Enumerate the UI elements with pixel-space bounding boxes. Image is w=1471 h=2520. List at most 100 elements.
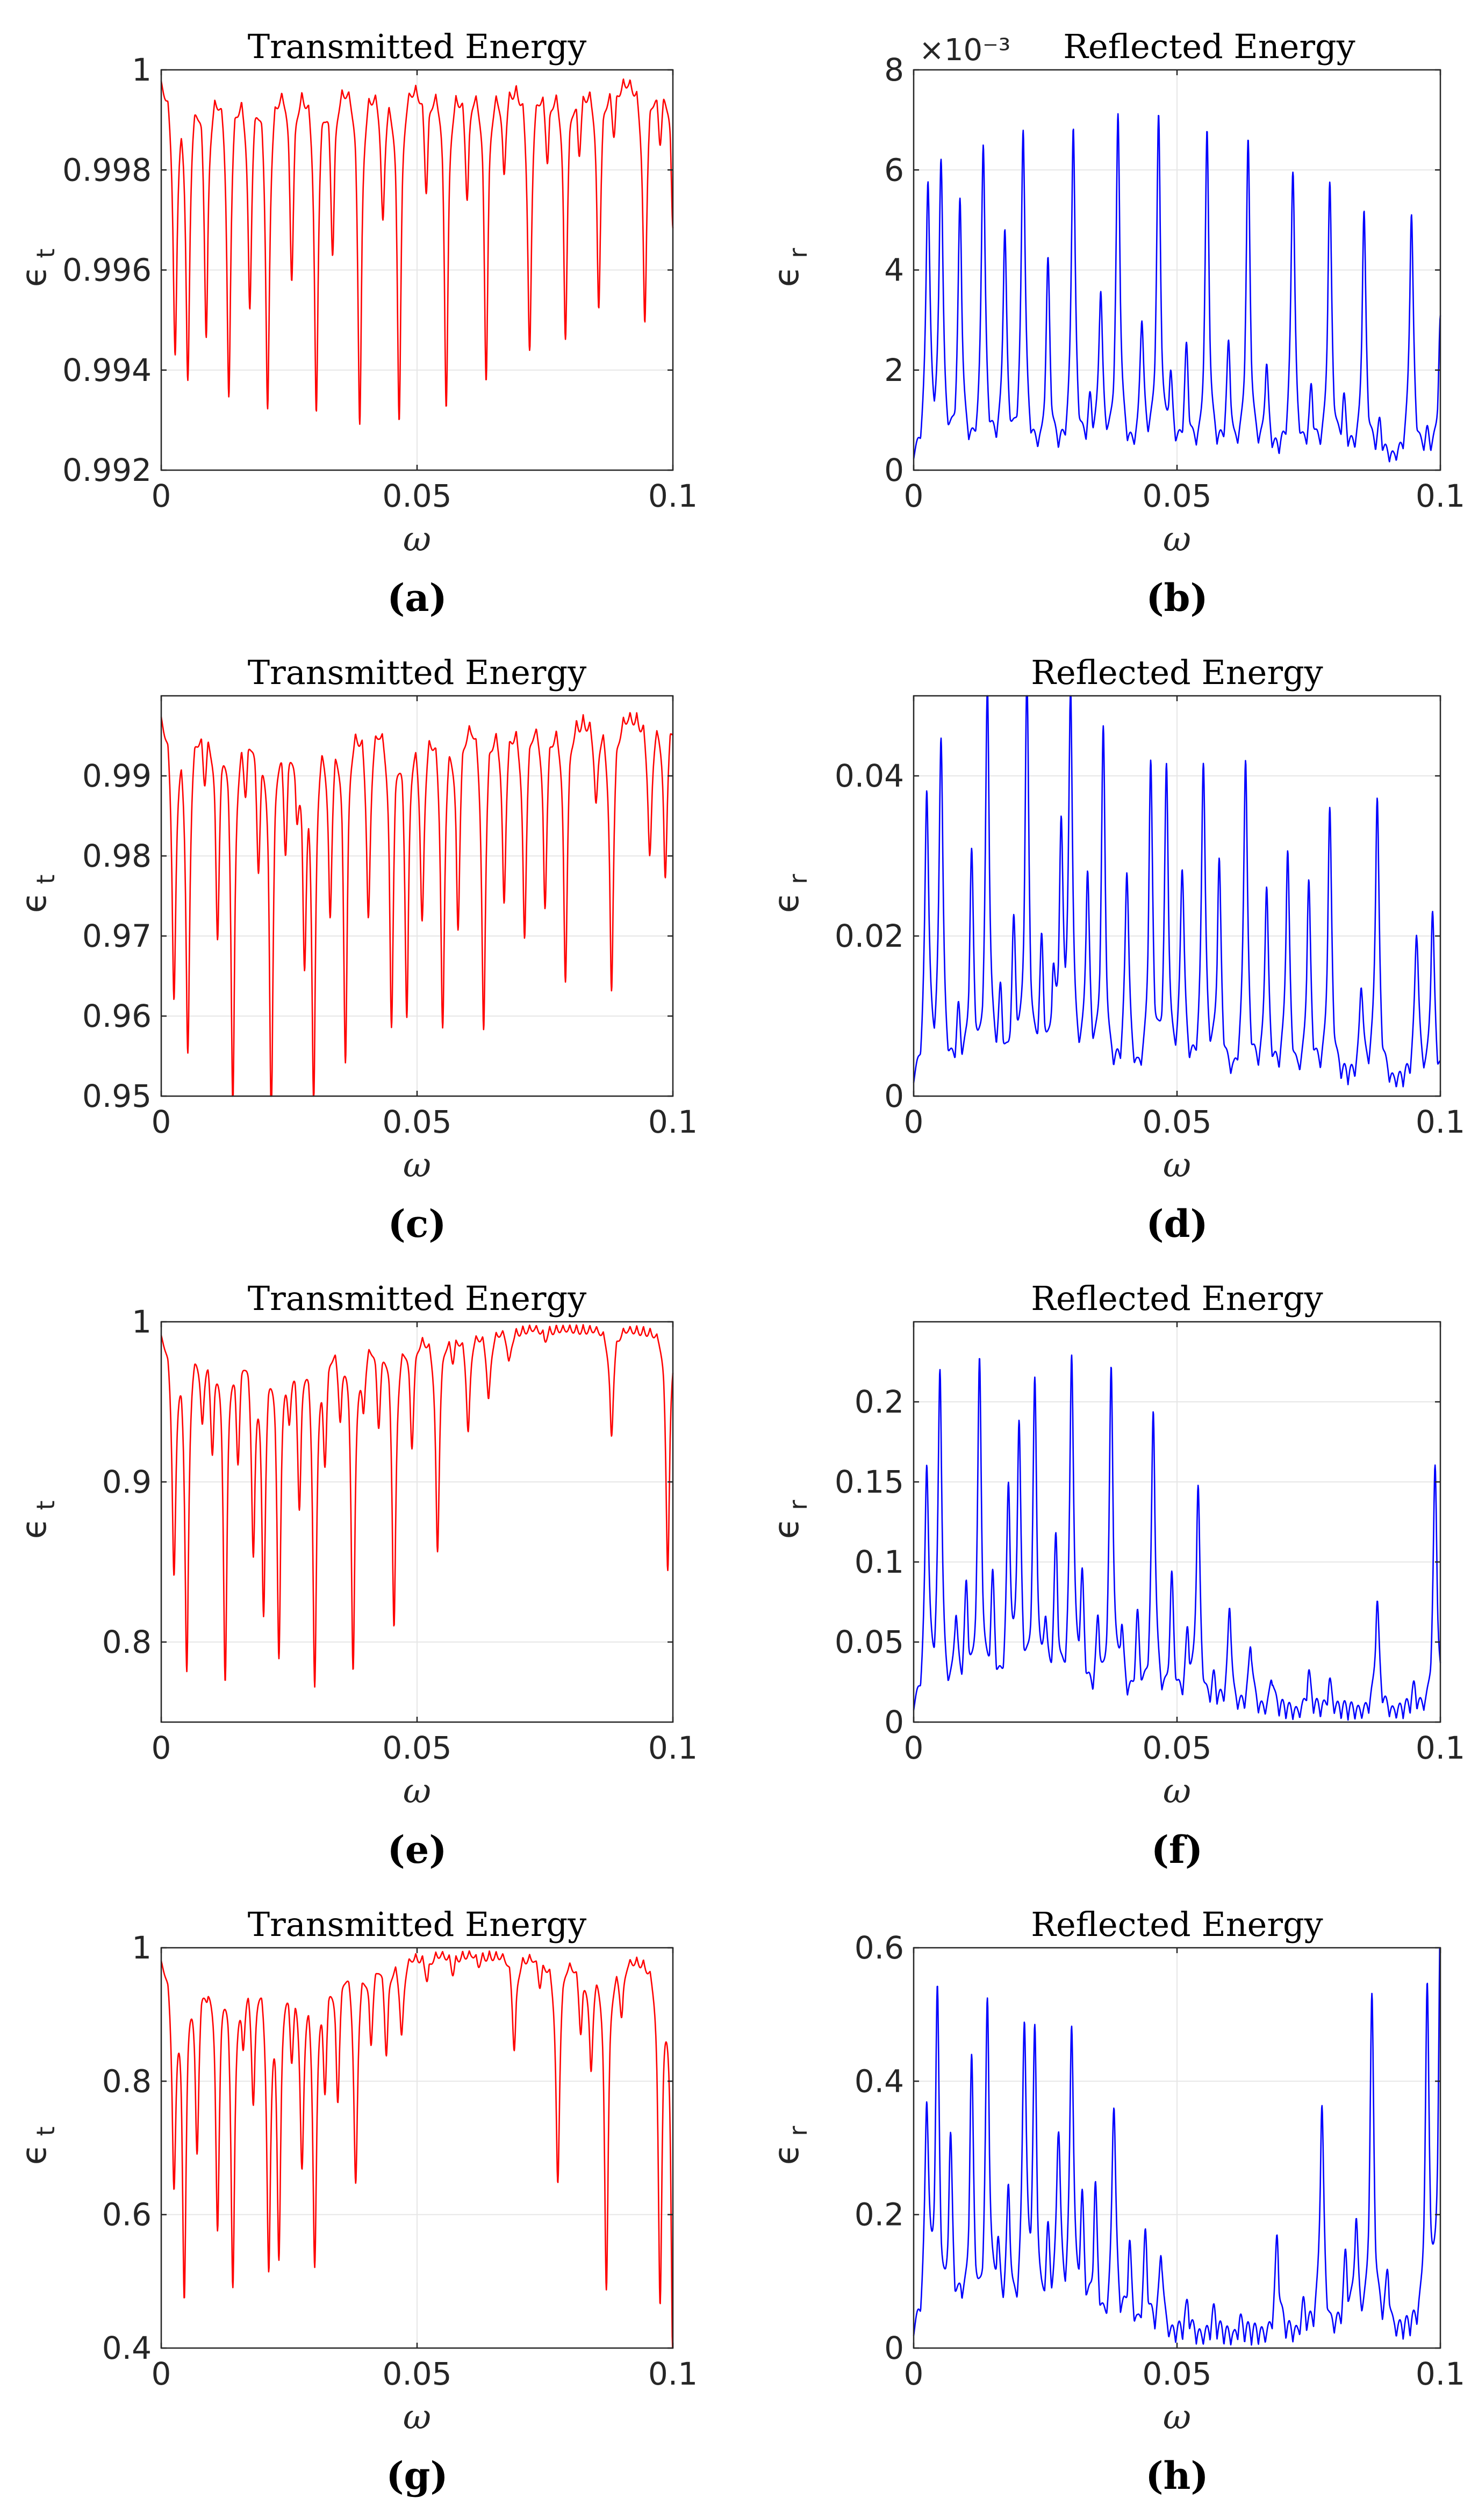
panel-label: (d): [1146, 1201, 1208, 1246]
y-tick-label: 0.992: [62, 452, 152, 488]
chart-title: Reflected Energy: [1031, 1279, 1323, 1318]
panel-g: 0 0.05 0.1 0.4 0.6 0.8 1 Transmitted Energy ω ϵt (…: [15, 1905, 698, 2498]
y-tick-label: 0.998: [62, 152, 152, 188]
y-axis-symbol: ϵ: [767, 266, 807, 287]
panel-label: (f): [1151, 1827, 1203, 1872]
y-tick-label: 0.96: [82, 998, 152, 1034]
x-tick-label: 0: [152, 2356, 171, 2392]
y-axis-label: ϵr: [767, 874, 813, 913]
x-tick-label: 0.1: [1416, 1104, 1465, 1140]
x-tick-label: 0.1: [1416, 478, 1465, 514]
y-exponent-label: ×10⁻³: [919, 33, 1010, 68]
panel-b: 0 0.05 0.1 0 2 4 6 8 ×10⁻³ Reflected Energy ω ϵr (b): [767, 27, 1465, 620]
x-tick-label: 0: [152, 1730, 171, 1766]
y-tick-label: 0.996: [62, 252, 152, 289]
y-axis-label: ϵr: [767, 248, 813, 287]
y-axis-subscript: t: [31, 1500, 60, 1510]
x-tick-label: 0.05: [382, 478, 451, 514]
x-tick-label: 0.05: [382, 1730, 451, 1766]
series-line: [913, 1354, 1441, 1721]
x-tick-label: 0.1: [648, 2356, 698, 2392]
x-tick-label: 0.1: [1416, 1730, 1465, 1766]
chart-title: Transmitted Energy: [248, 27, 586, 66]
series-line: [160, 1950, 673, 2349]
chart-title: Transmitted Energy: [248, 1905, 586, 1944]
y-tick-label: 4: [884, 252, 904, 289]
x-axis-label: ω: [403, 2397, 431, 2437]
panel-h: 0 0.05 0.1 0 0.2 0.4 0.6 Reflected Energy ω ϵr (h): [767, 1905, 1465, 2498]
y-tick-label: 0.05: [835, 1624, 904, 1660]
y-tick-label: 8: [884, 52, 904, 88]
x-axis-label: ω: [1163, 1772, 1191, 1811]
panel-d: 0 0.05 0.1 0 0.02 0.04 Reflected Energy ω ϵr (d): [767, 653, 1465, 1246]
panel-c: 0 0.05 0.1 0.95 0.96 0.97 0.98 0.99 Transmitted …: [15, 653, 698, 1246]
y-axis-subscript: r: [784, 1500, 813, 1510]
x-tick-label: 0.1: [1416, 2356, 1465, 2392]
x-tick-label: 0.05: [1142, 478, 1211, 514]
y-tick-label: 0.4: [855, 2063, 904, 2099]
y-tick-label: 0.994: [62, 352, 152, 388]
y-tick-label: 0.4: [102, 2330, 152, 2366]
y-tick-label: 0.6: [102, 2197, 152, 2233]
y-tick-label: 0.8: [102, 2063, 152, 2099]
series-line: [160, 712, 673, 1097]
x-axis-label: ω: [403, 1772, 431, 1811]
x-tick-label: 0: [904, 1104, 924, 1140]
y-axis-subscript: t: [31, 248, 60, 258]
chart-title: Transmitted Energy: [248, 1279, 586, 1318]
y-tick-label: 0.02: [835, 918, 904, 954]
y-axis-subscript: t: [31, 2126, 60, 2136]
y-axis-subscript: r: [784, 874, 813, 884]
y-axis-label: ϵt: [15, 2126, 60, 2165]
x-tick-label: 0: [152, 478, 171, 514]
y-tick-label: 1: [132, 1304, 152, 1340]
y-axis-label: ϵr: [767, 1500, 813, 1539]
x-tick-label: 0: [904, 478, 924, 514]
y-axis-symbol: ϵ: [15, 266, 54, 287]
chart-title: Reflected Energy: [1031, 653, 1323, 692]
y-axis-symbol: ϵ: [767, 892, 807, 913]
y-tick-label: 0: [884, 2330, 904, 2366]
y-tick-label: 1: [132, 1929, 152, 1966]
y-axis-label: ϵt: [15, 1500, 60, 1539]
y-tick-label: 0.99: [82, 758, 152, 794]
y-tick-label: 0.95: [82, 1078, 152, 1114]
panel-f: 0 0.05 0.1 0 0.05 0.1 0.15 0.2 Reflected Energy ω…: [767, 1279, 1465, 1872]
y-tick-label: 0: [884, 1078, 904, 1114]
x-axis-label: ω: [403, 1146, 431, 1185]
y-tick-label: 2: [884, 352, 904, 388]
panel-label: (g): [386, 2453, 448, 2498]
y-axis-label: ϵt: [15, 248, 60, 287]
y-tick-label: 1: [132, 52, 152, 88]
x-tick-label: 0.05: [1142, 1730, 1211, 1766]
series-line: [913, 113, 1441, 463]
x-axis-label: ω: [1163, 520, 1191, 559]
x-tick-label: 0.05: [382, 1104, 451, 1140]
panel-a: 0 0.05 0.1 0.992 0.994 0.996 0.998 1 Transmitted…: [15, 27, 698, 620]
y-tick-label: 0.97: [82, 918, 152, 954]
y-tick-label: 0.8: [102, 1624, 152, 1660]
x-tick-label: 0.1: [648, 478, 698, 514]
y-tick-label: 0: [884, 452, 904, 488]
x-axis-label: ω: [1163, 1146, 1191, 1185]
y-axis-symbol: ϵ: [767, 2144, 807, 2165]
series-line: [913, 1947, 1441, 2346]
y-axis-symbol: ϵ: [15, 1518, 54, 1539]
panel-label: (b): [1146, 575, 1208, 620]
panel-e: 0 0.05 0.1 0.8 0.9 1 Transmitted Energy ω ϵt (e): [15, 1279, 698, 1872]
x-tick-label: 0.05: [1142, 2356, 1211, 2392]
y-tick-label: 0.15: [835, 1464, 904, 1500]
y-tick-label: 0.6: [855, 1929, 904, 1966]
y-axis-symbol: ϵ: [15, 2144, 54, 2165]
y-axis-symbol: ϵ: [767, 1518, 807, 1539]
panel-label: (a): [387, 575, 447, 620]
y-tick-label: 6: [884, 152, 904, 188]
y-tick-label: 0.98: [82, 838, 152, 874]
y-tick-label: 0.9: [102, 1464, 152, 1500]
y-tick-label: 0: [884, 1704, 904, 1740]
chart-title: Reflected Energy: [1063, 27, 1355, 66]
y-axis-symbol: ϵ: [15, 892, 54, 913]
x-tick-label: 0.1: [648, 1104, 698, 1140]
y-tick-label: 0.1: [855, 1544, 904, 1580]
